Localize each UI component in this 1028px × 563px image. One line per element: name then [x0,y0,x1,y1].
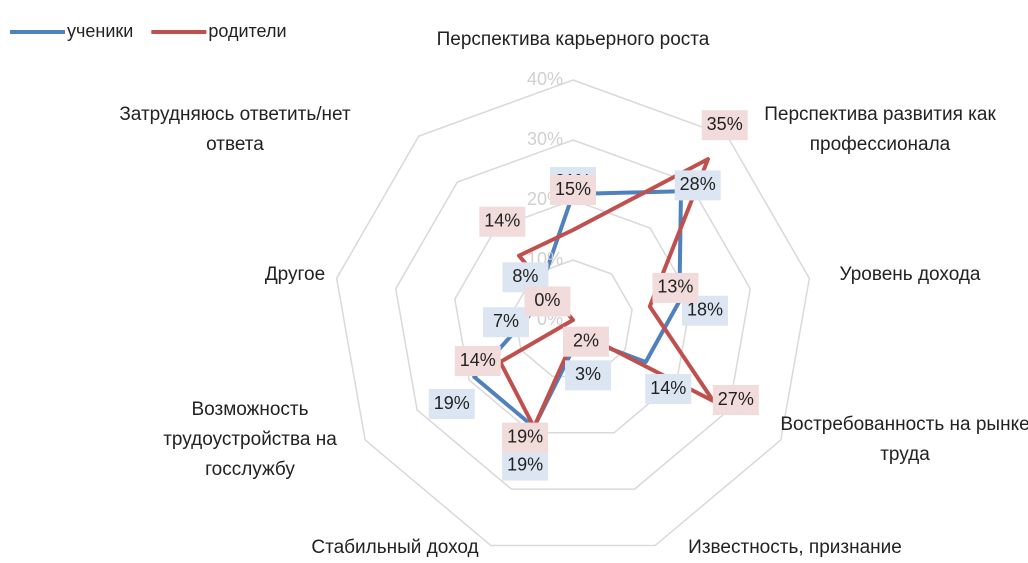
data-label: 14% [650,378,686,398]
grid-ring [335,79,811,547]
data-label-box [550,175,596,205]
data-label: 0% [534,290,560,310]
legend-label: родители [208,21,286,41]
data-label-box [674,170,721,201]
data-label-box [502,422,549,453]
data-label-box [652,272,699,303]
data-label: 8% [512,266,538,286]
data-label: 14% [460,350,496,370]
category-label: Востребованность на рынке труда [780,414,1028,465]
category-label: Перспектива карьерного роста [436,29,710,50]
grid-ring [394,139,752,490]
data-label-box [428,389,475,419]
axis-tick-label: 30% [527,129,563,149]
data-label: 2% [573,330,599,350]
data-label-box [701,110,748,141]
data-label: 35% [707,114,743,134]
data-label-box [645,374,692,404]
data-label: 19% [507,426,543,446]
data-label: 3% [575,364,601,384]
data-label-box [712,385,759,415]
grid-ring [454,199,692,434]
category-label: Другое [264,264,326,285]
data-label: 15% [555,179,591,199]
category-label: Уровень дохода [839,264,981,285]
category-label: Стабильный доход [311,537,479,558]
data-label-box [479,206,526,237]
category-label: Известность, признание [688,537,902,558]
data-label: 19% [434,393,470,413]
data-label: 7% [493,311,519,331]
data-label: 28% [680,174,716,194]
data-label: 13% [657,277,693,297]
data-label-box [502,450,549,481]
data-label: 19% [507,454,543,474]
data-label: 18% [687,299,723,319]
data-label: 14% [484,210,520,230]
data-label-box [524,286,571,317]
legend-label: ученики [67,21,133,41]
category-label: Перспектива развития как профессионала [764,104,996,155]
category-label: Возможность трудоустройства на госслужбу [163,399,337,480]
data-label-box [565,360,612,391]
category-label: Затрудняюсь ответить/нет ответа [119,104,351,155]
data-label-box [562,326,609,357]
data-label-box [454,346,501,376]
data-label: 27% [718,389,754,409]
axis-tick-label: 40% [527,69,563,89]
data-label-box [483,307,530,338]
